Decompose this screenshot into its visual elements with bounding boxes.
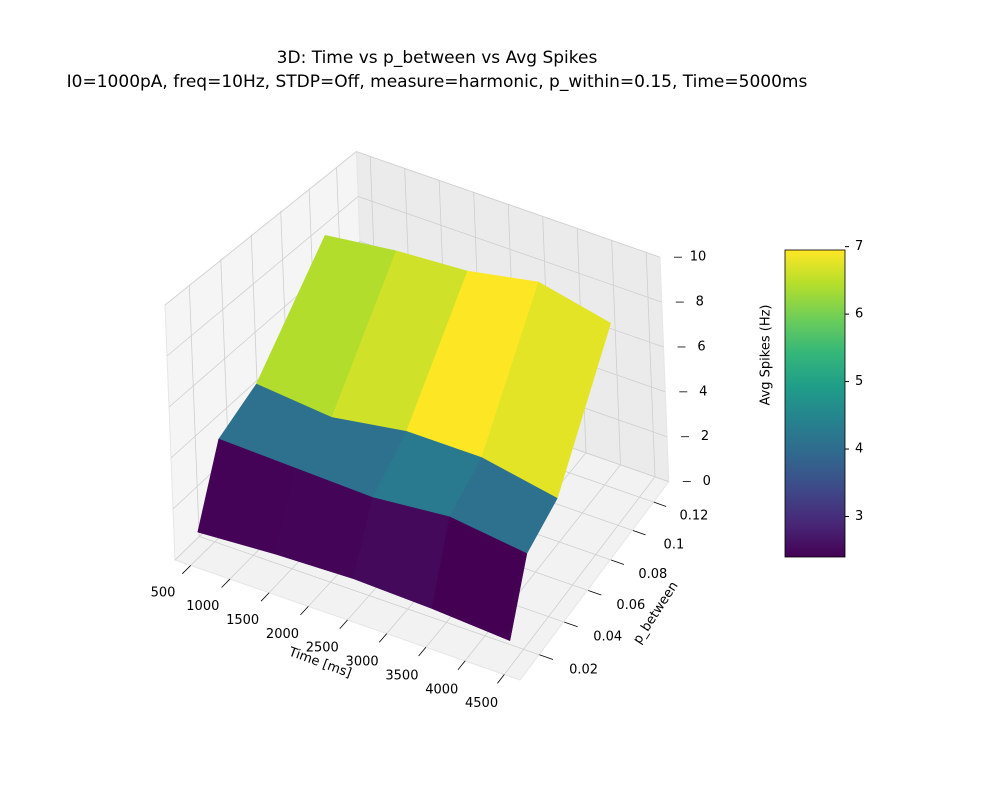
grid-line	[358, 196, 662, 303]
x-tick-label: 1500	[226, 613, 259, 628]
tick-mark	[221, 578, 231, 588]
x-tick-label: 4000	[425, 682, 458, 697]
z-tick-label: 10	[690, 250, 707, 265]
grid-line	[166, 196, 359, 357]
x-tick-label: 500	[151, 585, 176, 600]
tick-mark	[378, 633, 388, 643]
z-tick-label: 6	[697, 339, 705, 354]
x-tick-label: 2500	[306, 641, 339, 656]
z-tick-label: 0	[703, 474, 711, 489]
x-tick-label: 1000	[186, 599, 219, 614]
tick-mark	[564, 621, 578, 628]
colorbar-tick-label: 3	[855, 509, 863, 524]
tick-mark	[260, 592, 270, 602]
grid-line	[188, 284, 200, 537]
tick-mark	[457, 660, 466, 670]
colorbar	[784, 249, 846, 558]
x-tick-label: 3000	[346, 655, 379, 670]
tick-mark	[653, 501, 667, 507]
tick-mark	[300, 606, 309, 616]
tick-mark	[418, 647, 427, 657]
surface	[197, 234, 612, 642]
surface-facet	[431, 516, 528, 642]
colorbar-tick-label: 4	[855, 442, 863, 457]
y-tick-label: 0.02	[569, 663, 598, 678]
tick-mark	[610, 559, 625, 565]
tick-mark	[539, 654, 554, 660]
x-tick-label: 4500	[465, 696, 498, 711]
y-tick-label: 0.04	[593, 630, 622, 645]
grid-line	[504, 476, 656, 675]
tick-mark	[497, 674, 505, 684]
grid-line	[611, 240, 621, 465]
x-tick-label: 3500	[385, 668, 418, 683]
colorbar-tick-label: 5	[855, 374, 863, 389]
z-axis-label: Avg Spikes (Hz)	[759, 304, 774, 405]
y-axis-label: p_between	[630, 579, 681, 647]
y-tick-label: 0.06	[616, 598, 645, 613]
z-tick-label: 8	[696, 295, 704, 310]
grid-line	[199, 536, 540, 656]
tick-mark	[181, 565, 191, 575]
chart-subtitle: I0=1000pA, freq=10Hz, STDP=Off, measure=…	[67, 72, 808, 92]
z-tick-label: 4	[699, 384, 707, 399]
grid-line	[356, 151, 661, 258]
z-tick-label: 2	[701, 429, 709, 444]
y-tick-label: 0.1	[664, 537, 685, 552]
grid-line	[164, 151, 357, 306]
y-tick-label: 0.08	[638, 567, 667, 582]
colorbar-tick-label: 7	[855, 239, 863, 254]
chart-title: 3D: Time vs p_between vs Avg Spikes	[277, 48, 598, 68]
tick-mark	[588, 590, 602, 596]
tick-mark	[632, 530, 646, 536]
grid-line	[645, 252, 656, 477]
tick-mark	[339, 619, 348, 629]
colorbar-tick-label: 6	[855, 307, 863, 322]
x-tick-label: 2000	[266, 627, 299, 642]
y-tick-label: 0.12	[679, 509, 708, 524]
